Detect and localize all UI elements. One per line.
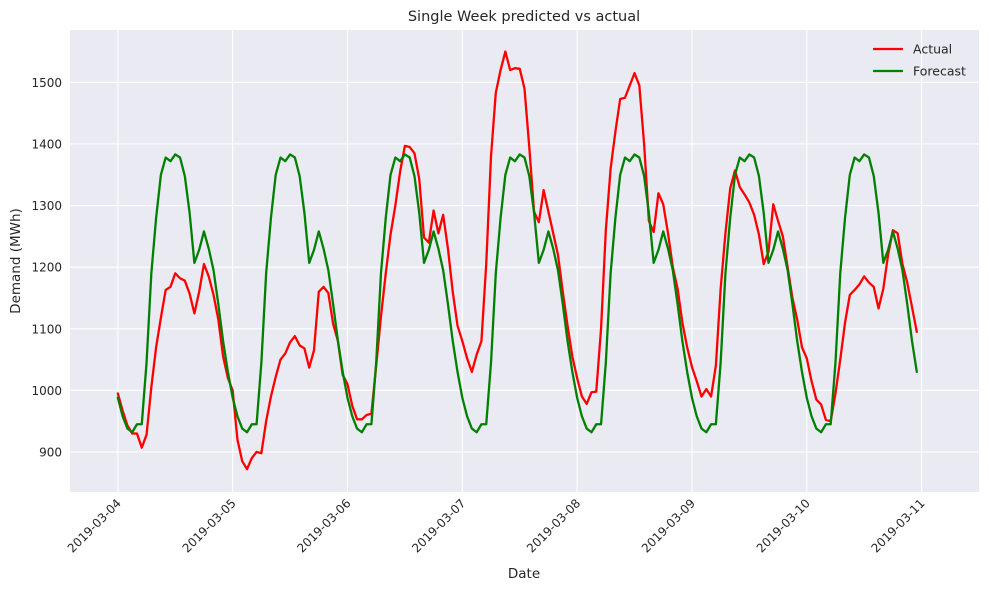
legend-label-actual: Actual (913, 42, 952, 57)
series-layer (116, 50, 918, 471)
chart-title: Single Week predicted vs actual (408, 9, 640, 25)
y-tick-label: 1200 (31, 261, 62, 275)
y-tick-label: 1300 (31, 199, 62, 213)
x-axis-label: Date (508, 566, 540, 582)
y-tick-label: 1000 (31, 384, 62, 398)
y-tick-label: 900 (39, 445, 62, 459)
plot-area (70, 30, 979, 492)
y-tick-label: 1400 (31, 137, 62, 151)
series-line-actual (116, 50, 918, 471)
y-tick-label: 1500 (31, 76, 62, 90)
legend: Actual Forecast (873, 42, 966, 79)
series-line-forecast (116, 153, 918, 434)
legend-label-forecast: Forecast (913, 64, 966, 79)
y-axis-label: Demand (MWh) (8, 208, 24, 314)
y-tick-label: 1100 (31, 322, 62, 336)
grid-lines (70, 30, 979, 492)
y-axis: 900 1000 1100 1200 1300 1400 1500 (31, 76, 62, 460)
